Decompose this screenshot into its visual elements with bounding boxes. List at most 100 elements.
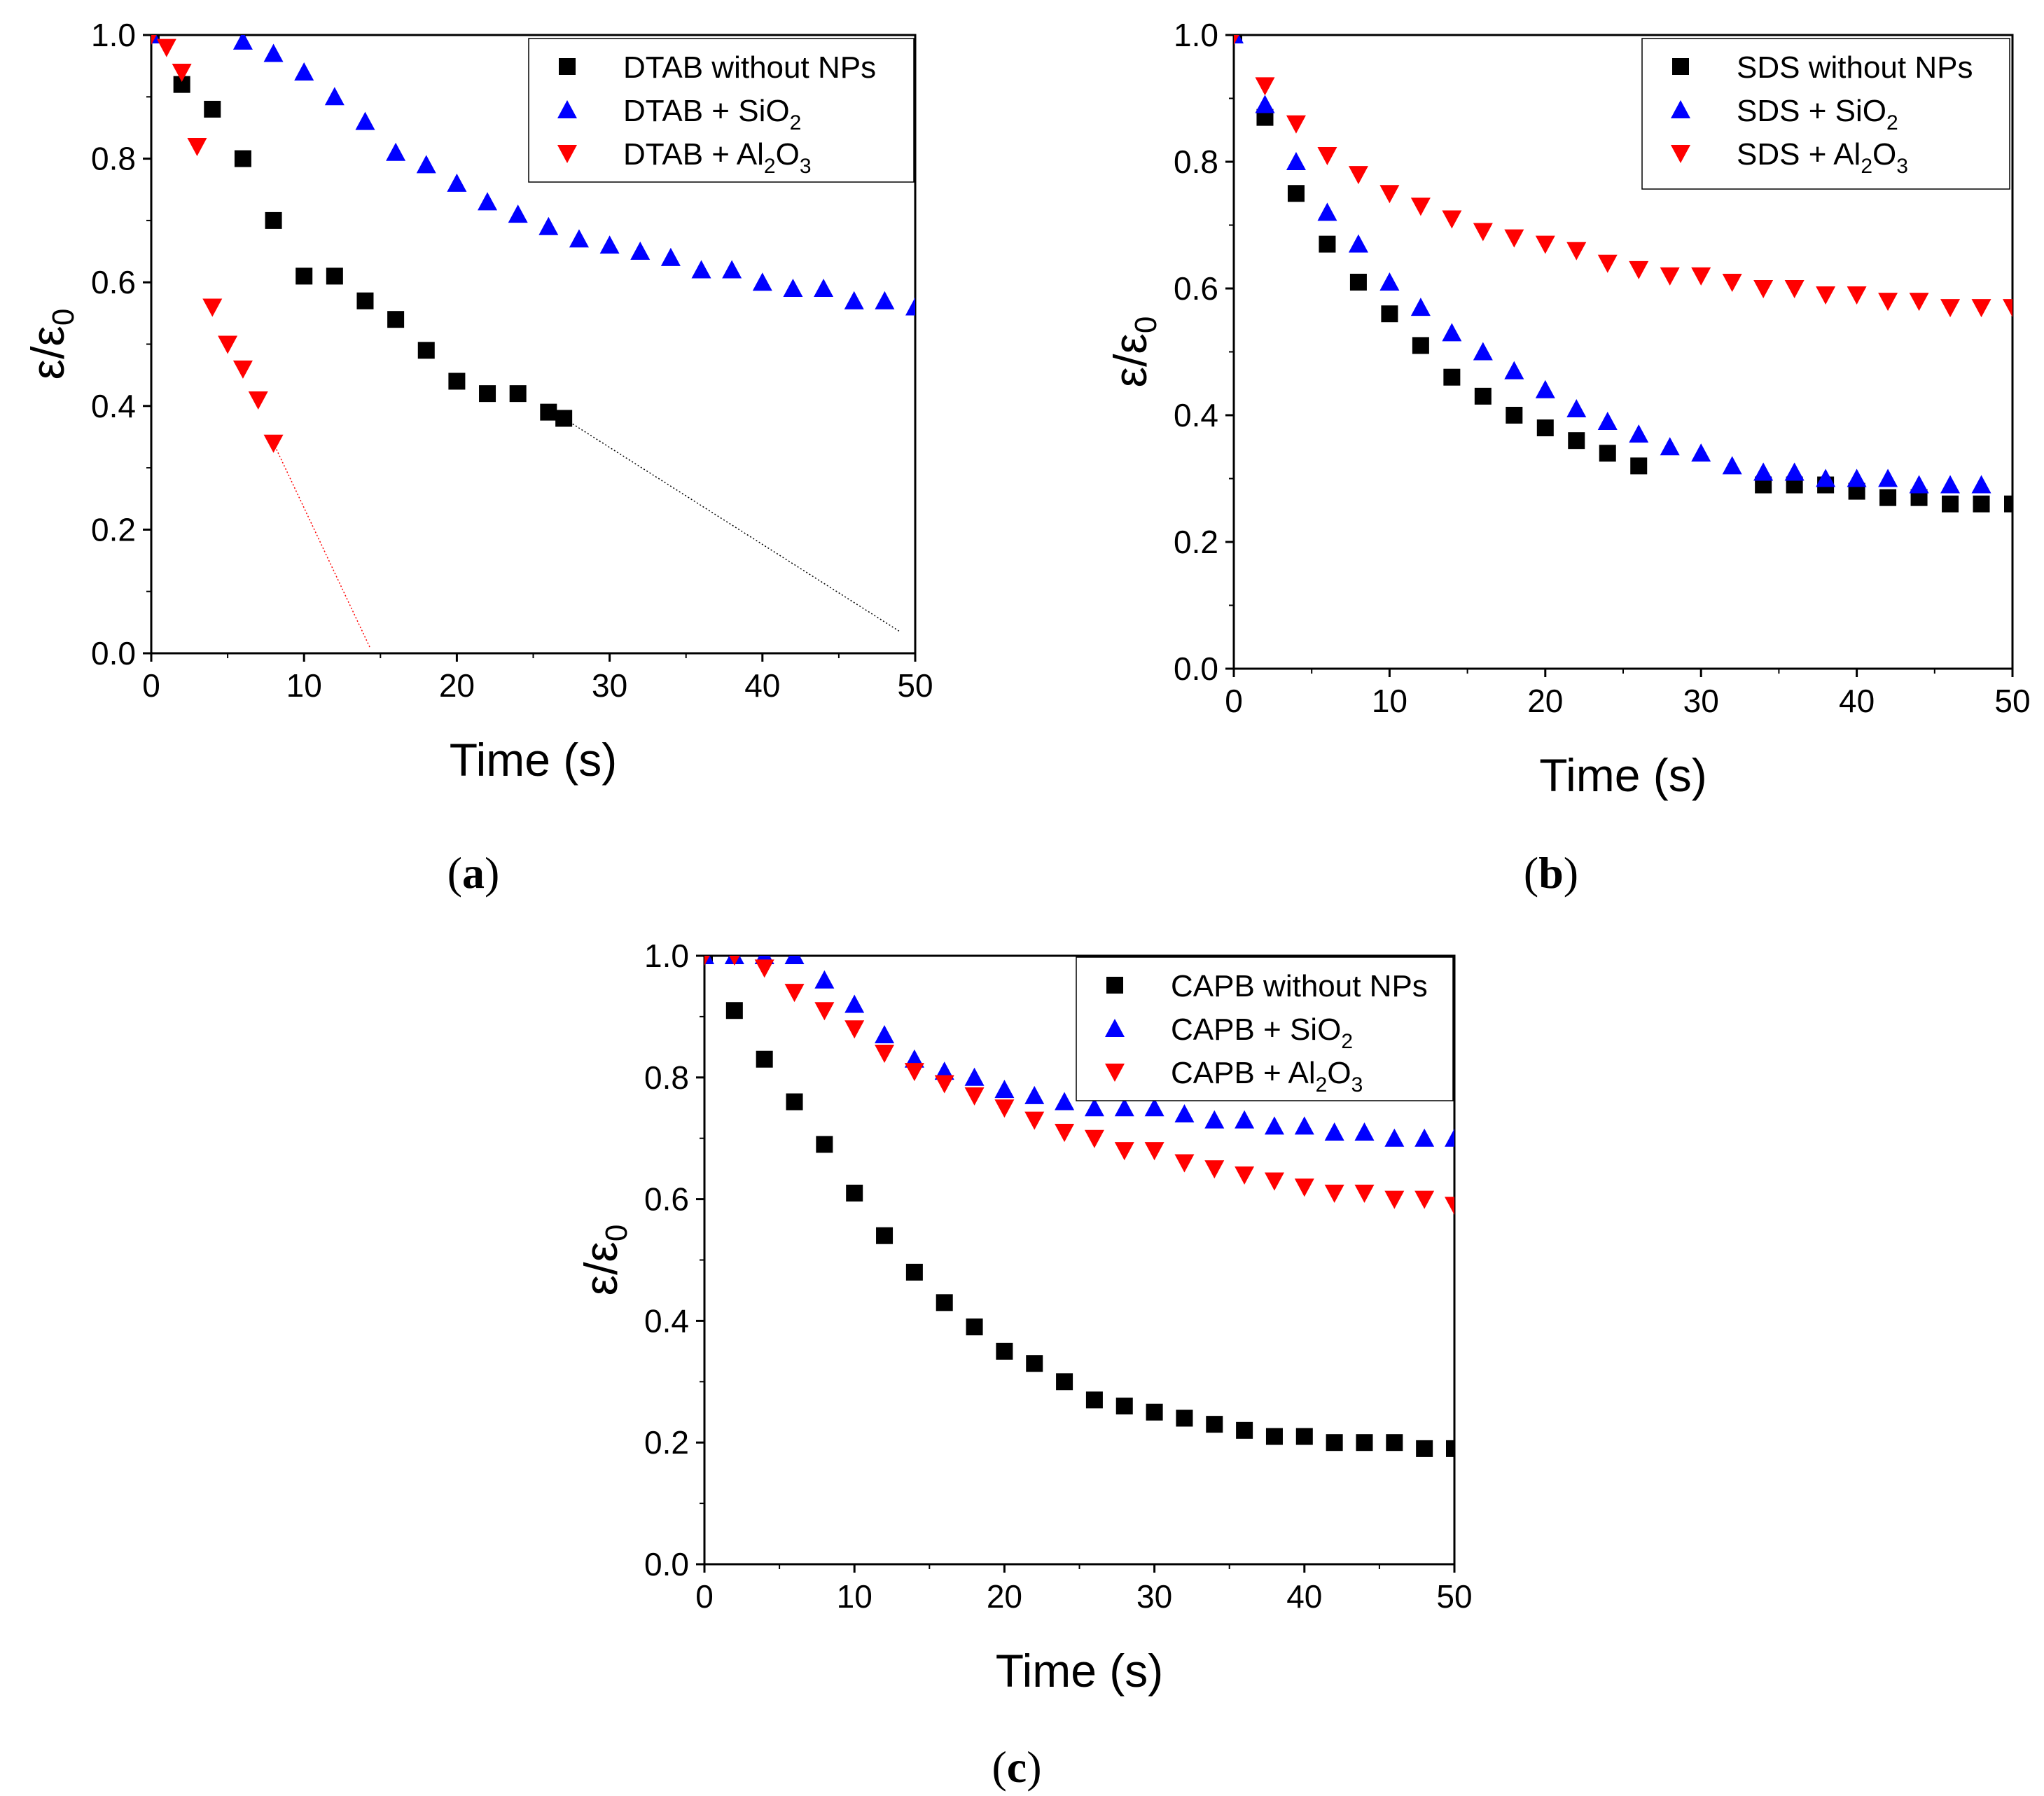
data-point-square — [204, 100, 221, 118]
data-point-triangle-up — [1691, 443, 1711, 462]
y-tick-label: 0.4 — [644, 1302, 689, 1339]
y-tick-label: 0.8 — [1174, 144, 1218, 180]
data-point-square — [1085, 1391, 1103, 1409]
data-point-triangle-up — [447, 173, 467, 192]
legend-label-main: SDS + Al — [1737, 137, 1861, 172]
data-point-triangle-down — [202, 298, 223, 317]
data-point-triangle-down — [1597, 254, 1618, 273]
data-point-triangle-up — [1473, 342, 1493, 361]
data-point-triangle-up — [1878, 468, 1898, 487]
legend-marker-triangle-down — [557, 145, 577, 163]
data-point-triangle-down — [904, 1063, 924, 1082]
data-point-triangle-down — [1878, 293, 1898, 312]
legend-label-main: CAPB + SiO — [1171, 1012, 1341, 1047]
data-point-triangle-up — [1971, 475, 1991, 494]
data-markers — [704, 956, 1454, 1457]
data-point-square — [1319, 235, 1336, 253]
y-axis-title: ε/ε0 — [22, 309, 81, 380]
data-point-triangle-down — [934, 1075, 954, 1094]
data-point-square — [448, 373, 466, 390]
y-tick-label: 0.8 — [644, 1059, 689, 1096]
data-point-triangle-down — [1235, 1166, 1255, 1185]
data-point-triangle-up — [1317, 202, 1337, 221]
legend-label-subscript: 2 — [764, 155, 776, 178]
data-point-triangle-down — [1348, 166, 1368, 185]
y-axis-title: ε/ε0 — [575, 1225, 634, 1296]
data-point-square — [509, 385, 527, 403]
y-tick-label: 0.0 — [91, 635, 136, 671]
panel-label-close: ) — [1027, 1742, 1041, 1792]
data-point-triangle-down — [1753, 280, 1774, 298]
data-point-triangle-up — [1629, 424, 1649, 443]
data-point-triangle-up — [814, 970, 835, 989]
data-point-triangle-up — [784, 956, 805, 964]
data-point-square — [1416, 1440, 1433, 1457]
legend-label-main: SDS + SiO — [1737, 94, 1886, 128]
data-point-triangle-down — [1566, 242, 1587, 260]
data-point-triangle-down — [994, 1099, 1015, 1118]
data-point-square — [1474, 387, 1492, 405]
data-point-triangle-down — [1410, 197, 1431, 216]
data-point-triangle-up — [1084, 1098, 1104, 1117]
data-point-triangle-up — [1909, 475, 1929, 494]
data-point-triangle-down — [754, 959, 774, 978]
data-point-triangle-up — [905, 297, 915, 316]
data-point-triangle-down — [1286, 115, 1306, 134]
data-point-square — [1630, 457, 1648, 475]
data-point-triangle-up — [1255, 95, 1275, 113]
y-tick-label: 0.0 — [644, 1546, 689, 1582]
y-tick-label: 0.4 — [1174, 397, 1218, 433]
data-point-triangle-down — [218, 335, 238, 354]
data-point-square — [387, 311, 405, 328]
panel-label-close: ) — [1564, 848, 1578, 898]
trend-line — [272, 443, 370, 648]
y-tick-label: 0.4 — [91, 388, 136, 424]
data-point-triangle-down — [844, 1020, 865, 1039]
y-tick-label: 0.6 — [644, 1181, 689, 1218]
data-point-triangle-down — [1784, 280, 1805, 298]
data-point-square — [996, 1342, 1013, 1360]
data-point-triangle-down — [1234, 35, 1239, 45]
data-point-triangle-down — [1144, 1142, 1164, 1161]
data-point-triangle-down — [784, 984, 805, 1003]
data-point-triangle-up — [1660, 437, 1680, 456]
panel-label: (c) — [992, 1742, 1041, 1792]
data-point-triangle-down — [1294, 1178, 1314, 1197]
x-tick-label: 10 — [837, 1578, 872, 1615]
data-point-triangle-up — [1535, 380, 1555, 398]
x-tick-label: 40 — [1839, 683, 1875, 719]
data-point-triangle-down — [1084, 1129, 1104, 1148]
legend-label: CAPB + SiO2 — [1171, 1012, 1353, 1053]
data-point-square — [1536, 419, 1554, 437]
panel-label: (b) — [1524, 848, 1578, 898]
y-axis-title-main: ε/ε — [575, 1241, 627, 1295]
data-point-triangle-up — [1722, 456, 1742, 475]
legend-box — [1641, 38, 2010, 190]
data-point-square — [1265, 1428, 1283, 1445]
panel-label-close: ) — [485, 848, 499, 898]
data-point-triangle-down — [1055, 1124, 1075, 1143]
legend-label-tail: O — [1872, 137, 1896, 172]
legend-label-subscript: 3 — [800, 155, 812, 178]
legend-label: SDS + SiO2 — [1737, 94, 1898, 134]
data-point-triangle-up — [1445, 1128, 1454, 1147]
data-point-triangle-up — [875, 291, 895, 309]
data-point-triangle-down — [1024, 1111, 1045, 1130]
y-tick-label: 0.8 — [91, 141, 136, 177]
panel-label-open: ( — [992, 1742, 1006, 1792]
data-point-square — [1056, 1373, 1073, 1391]
data-point-triangle-down — [1324, 1184, 1344, 1203]
data-point-square — [1568, 432, 1585, 450]
panel-label-open: ( — [1524, 848, 1538, 898]
data-markers — [1234, 35, 2012, 513]
legend-marker-triangle-up — [1671, 100, 1690, 118]
data-point-triangle-up — [752, 272, 772, 291]
data-point-triangle-up — [1144, 1098, 1164, 1117]
data-point-triangle-down — [1940, 299, 1961, 318]
data-point-triangle-up — [478, 192, 498, 211]
x-tick-label: 0 — [1225, 683, 1243, 719]
x-axis-title: Time (s) — [450, 734, 618, 786]
data-point-triangle-down — [1535, 235, 1555, 254]
data-point-triangle-down — [1354, 1184, 1375, 1203]
